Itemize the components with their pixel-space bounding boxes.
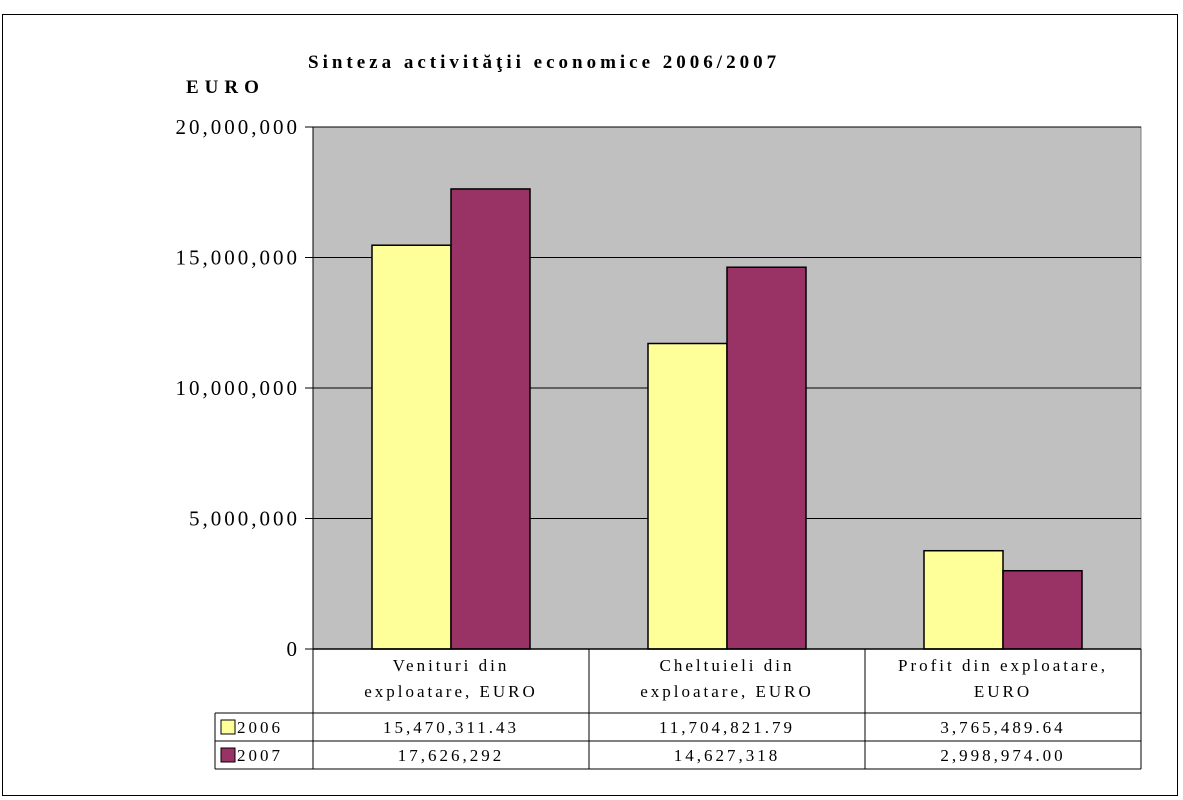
bar-2007-3 [1002, 569, 1083, 650]
y-tick-label: 10,000,000 [176, 376, 301, 400]
bar-2007-2 [726, 266, 807, 650]
legend-label-2007: 2007 [237, 746, 283, 765]
category-label: Profit din exploatare, [898, 656, 1108, 675]
y-axis-label: EURO [186, 77, 265, 98]
table-value: 2,998,974.00 [940, 746, 1065, 765]
chart-title: Sinteza activităţii economice 2006/2007 [308, 52, 780, 73]
data-table: Venituri din exploatare, EURO Cheltuieli d… [214, 649, 1142, 770]
y-tick-label: 20,000,000 [176, 115, 301, 139]
bars [313, 188, 1141, 650]
table-value: 11,704,821.79 [659, 718, 795, 737]
bar-2007-1 [450, 188, 531, 650]
category-label: Venituri din [393, 656, 510, 675]
category-label: exploatare, EURO [640, 682, 814, 701]
legend-swatch-2007 [220, 747, 236, 763]
table-value: 3,765,489.64 [940, 718, 1065, 737]
table-value: 14,627,318 [674, 746, 781, 765]
y-tick-label: 5,000,000 [189, 507, 300, 531]
category-label: EURO [974, 682, 1032, 701]
bar-2006-1 [371, 244, 452, 650]
y-axis: 0 5,000,000 10,000,000 15,000,000 20,000,000 [176, 115, 314, 661]
category-label: Cheltuieli din [659, 656, 794, 675]
bar-2006-2 [647, 342, 728, 650]
legend-swatch-2006 [220, 719, 236, 735]
legend-label-2006: 2006 [237, 718, 283, 737]
category-label: exploatare, EURO [364, 682, 538, 701]
table-value: 15,470,311.43 [383, 718, 519, 737]
table-value: 17,626,292 [398, 746, 505, 765]
y-tick-label: 15,000,000 [176, 246, 301, 270]
y-tick-label: 0 [287, 637, 301, 661]
bar-2006-3 [923, 549, 1004, 650]
